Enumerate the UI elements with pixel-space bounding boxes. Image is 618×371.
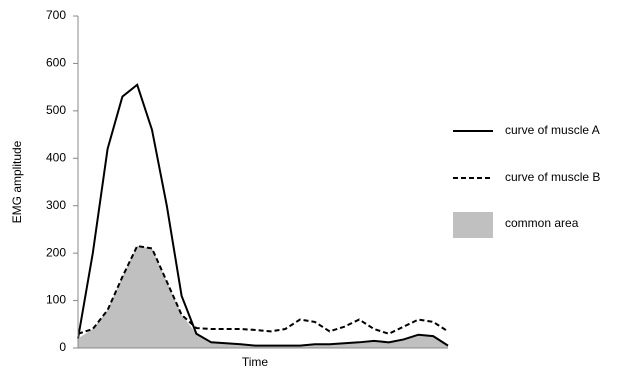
- y-tick-label: 300: [46, 198, 66, 212]
- y-tick-label: 700: [46, 8, 66, 22]
- common-area: [78, 246, 448, 348]
- x-axis-label: Time: [242, 355, 269, 369]
- legend-swatch: [453, 212, 493, 238]
- y-axis-label: EMG amplitude: [10, 140, 24, 223]
- legend-label: curve of muscle A: [505, 123, 600, 137]
- legend-label: common area: [505, 216, 579, 230]
- y-tick-label: 400: [46, 150, 66, 164]
- y-tick-label: 200: [46, 245, 66, 259]
- legend-label: curve of muscle B: [505, 170, 600, 184]
- y-tick-label: 600: [46, 56, 66, 70]
- y-tick-label: 500: [46, 103, 66, 117]
- y-tick-label: 100: [46, 293, 66, 307]
- series-line: [77, 244, 449, 335]
- series-line: [77, 83, 449, 347]
- y-tick-label: 0: [59, 340, 66, 354]
